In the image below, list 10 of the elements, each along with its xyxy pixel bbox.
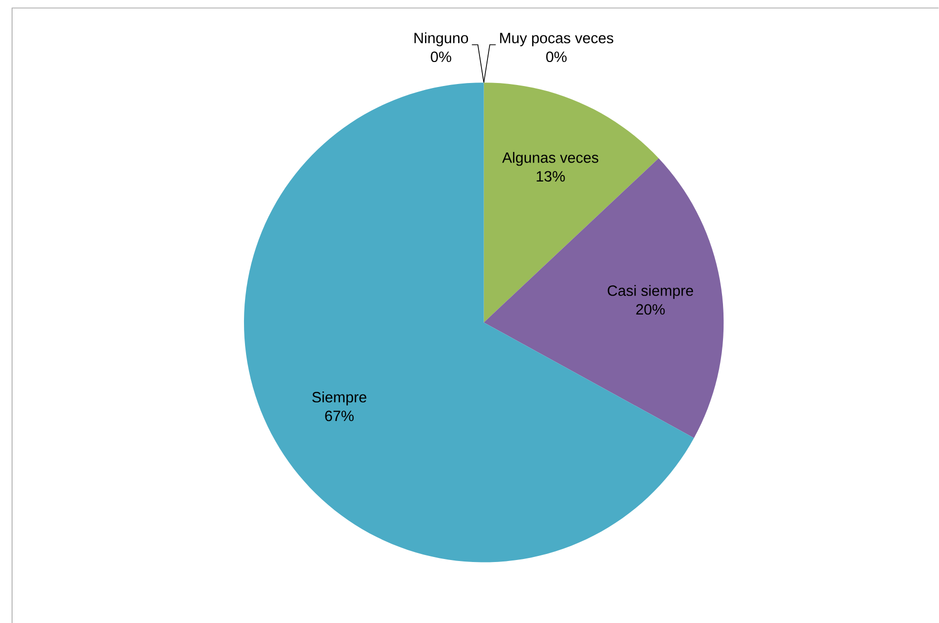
text: 0% xyxy=(546,51,567,62)
slice-label: Algunas veces xyxy=(502,152,598,166)
text: 0% xyxy=(430,51,452,62)
data-label: 13% xyxy=(536,170,565,182)
category-label: Ninguno xyxy=(414,32,468,46)
slice-label: Casi siempre xyxy=(608,284,694,299)
slice-label: Siempre xyxy=(312,391,366,406)
category-label: Muy pocas veces xyxy=(500,32,614,46)
data-label: 67% xyxy=(325,410,354,421)
data-label: 20% xyxy=(636,304,665,314)
